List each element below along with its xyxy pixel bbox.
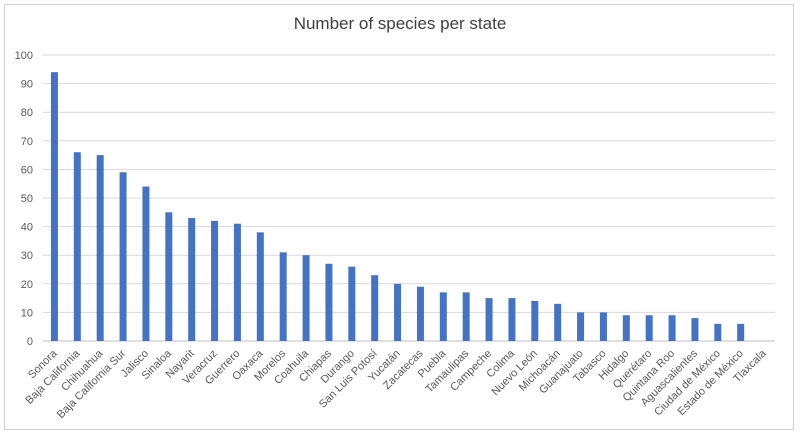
bar-6 <box>188 218 196 341</box>
y-tick-label: 80 <box>21 107 33 119</box>
y-tick-label: 60 <box>21 164 33 176</box>
y-tick-label: 70 <box>21 136 33 148</box>
bar-16 <box>416 286 424 341</box>
y-tick-label: 30 <box>21 250 33 262</box>
y-axis-ticks: 0 10 20 30 40 50 60 70 80 90 100 <box>15 50 33 348</box>
bar-27 <box>668 315 676 341</box>
y-tick-label: 90 <box>21 79 33 91</box>
bar-8 <box>233 223 241 341</box>
y-tick-label: 50 <box>21 193 33 205</box>
bar-21 <box>531 300 539 341</box>
gridlines <box>43 54 775 342</box>
bar-10 <box>279 252 287 341</box>
bar-9 <box>256 232 264 341</box>
bar-4 <box>142 186 150 341</box>
bar-20 <box>508 298 516 341</box>
bar-22 <box>554 303 562 341</box>
bar-12 <box>325 263 333 341</box>
bar-24 <box>599 312 607 341</box>
bar-13 <box>348 266 356 341</box>
bar-15 <box>394 283 402 341</box>
bar-1 <box>73 152 81 341</box>
bar-23 <box>577 312 585 341</box>
bar-17 <box>439 292 447 341</box>
bar-3 <box>119 172 127 341</box>
y-tick-label: 40 <box>21 222 33 234</box>
bar-29 <box>714 323 722 341</box>
y-tick-label: 10 <box>21 307 33 319</box>
bar-11 <box>302 255 310 341</box>
y-tick-label: 0 <box>27 336 33 348</box>
bar-25 <box>622 315 630 341</box>
bar-2 <box>96 155 104 341</box>
chart-frame <box>4 4 794 430</box>
bars <box>50 72 745 341</box>
bar-5 <box>165 212 173 341</box>
bar-28 <box>691 318 699 341</box>
bar-18 <box>462 292 470 341</box>
chart-title: Number of species per state <box>293 14 507 33</box>
bar-26 <box>645 315 653 341</box>
bar-30 <box>737 323 745 341</box>
y-tick-label: 20 <box>21 279 33 291</box>
bar-19 <box>485 298 493 341</box>
bar-0 <box>50 72 58 341</box>
bar-7 <box>211 220 219 341</box>
bar-14 <box>371 275 379 341</box>
y-tick-label: 100 <box>15 50 33 62</box>
